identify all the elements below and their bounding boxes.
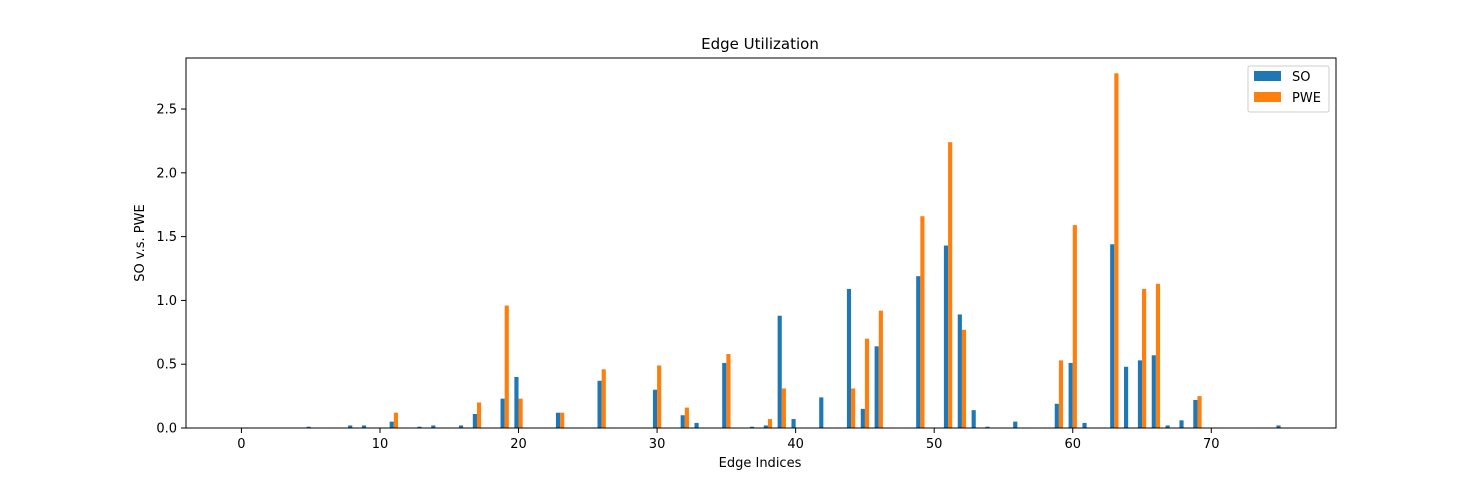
bar-pwe-39 <box>781 388 786 428</box>
bar-so-40 <box>791 419 796 428</box>
bars-group <box>306 73 1281 428</box>
bar-pwe-26 <box>601 369 606 428</box>
x-tick-label: 40 <box>787 437 804 452</box>
legend-swatch-so <box>1254 71 1281 81</box>
bar-so-46 <box>874 346 879 428</box>
bar-pwe-38 <box>767 419 773 428</box>
bar-so-8 <box>348 425 353 428</box>
x-tick-label: 60 <box>1064 437 1081 452</box>
bar-so-13 <box>417 426 422 428</box>
bar-so-42 <box>819 397 824 428</box>
y-axis-label: SO v.s. PWE <box>133 204 148 281</box>
bar-pwe-35 <box>726 354 731 428</box>
y-axis: 0.0 0.5 1.0 1.5 2.0 2.5 <box>156 103 186 437</box>
bar-pwe-69 <box>1197 396 1202 428</box>
y-tick-label: 0.0 <box>156 422 177 437</box>
bar-so-56 <box>1013 421 1018 428</box>
bar-so-26 <box>597 380 602 428</box>
bar-pwe-63 <box>1114 73 1119 428</box>
bar-pwe-32 <box>684 407 689 428</box>
bar-so-69 <box>1193 399 1198 428</box>
bar-pwe-45 <box>864 338 870 428</box>
bar-so-14 <box>431 425 436 428</box>
bar-so-38 <box>763 425 768 428</box>
legend-swatch-pwe <box>1254 92 1281 102</box>
bar-pwe-30 <box>657 365 662 428</box>
x-tick-label: 0 <box>237 437 245 452</box>
bar-so-64 <box>1124 366 1129 428</box>
bar-pwe-65 <box>1142 288 1147 428</box>
bar-so-33 <box>694 422 699 428</box>
x-axis: 0 10 20 30 40 50 60 70 <box>237 428 1220 452</box>
bar-pwe-59 <box>1058 360 1064 428</box>
bar-so-45 <box>860 408 865 428</box>
bar-pwe-17 <box>476 402 482 428</box>
bar-pwe-49 <box>920 216 925 428</box>
bar-so-51 <box>943 245 949 428</box>
y-tick-label: 0.5 <box>156 358 177 373</box>
bar-pwe-52 <box>961 329 967 428</box>
bar-pwe-66 <box>1155 283 1161 428</box>
x-tick-label: 70 <box>1203 437 1220 452</box>
bar-so-16 <box>458 425 464 428</box>
x-tick-label: 30 <box>649 437 666 452</box>
bar-so-37 <box>749 426 755 428</box>
bar-so-17 <box>472 413 477 428</box>
y-tick-label: 2.5 <box>156 103 177 118</box>
bar-so-68 <box>1179 420 1184 428</box>
y-tick-label: 2.0 <box>156 166 177 181</box>
bar-so-75 <box>1276 425 1281 428</box>
bar-so-32 <box>680 415 685 428</box>
bar-so-53 <box>971 410 976 428</box>
bar-so-44 <box>846 288 852 428</box>
bar-pwe-19 <box>504 305 509 428</box>
bar-pwe-11 <box>393 412 398 428</box>
bar-so-52 <box>957 314 962 428</box>
x-tick-label: 10 <box>372 437 389 452</box>
bar-so-67 <box>1165 425 1170 428</box>
bar-so-23 <box>555 412 561 428</box>
bar-so-11 <box>389 421 394 428</box>
bar-so-35 <box>722 362 727 428</box>
legend-label-so: SO <box>1292 70 1310 85</box>
x-tick-label: 50 <box>926 437 943 452</box>
bar-so-65 <box>1137 360 1143 428</box>
x-tick-label: 20 <box>510 437 527 452</box>
chart-title: Edge Utilization <box>701 35 819 53</box>
bar-so-63 <box>1110 244 1115 428</box>
bar-so-5 <box>306 426 311 428</box>
bar-so-61 <box>1082 422 1087 428</box>
bar-pwe-23 <box>560 412 565 428</box>
bar-pwe-46 <box>878 310 883 428</box>
bar-so-30 <box>652 389 658 428</box>
bar-so-49 <box>916 276 921 428</box>
bar-so-60 <box>1068 362 1073 428</box>
bar-pwe-44 <box>851 388 856 428</box>
bar-so-9 <box>361 425 367 428</box>
bar-pwe-51 <box>948 142 953 428</box>
bar-so-19 <box>500 398 505 428</box>
bar-so-59 <box>1054 403 1059 428</box>
bar-pwe-60 <box>1072 225 1077 428</box>
legend: SO PWE <box>1247 65 1330 113</box>
plot-frame <box>185 57 1337 429</box>
bar-pwe-20 <box>518 398 523 428</box>
bar-so-39 <box>777 315 782 428</box>
x-axis-label: Edge Indices <box>719 456 802 471</box>
bar-so-20 <box>514 376 519 428</box>
y-tick-label: 1.0 <box>156 294 177 309</box>
bar-so-54 <box>985 426 990 428</box>
y-tick-label: 1.5 <box>156 230 177 245</box>
bar-so-66 <box>1151 355 1156 428</box>
legend-label-pwe: PWE <box>1292 91 1321 106</box>
